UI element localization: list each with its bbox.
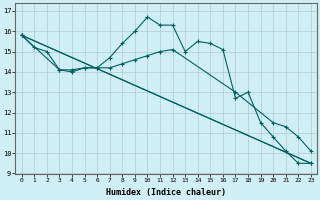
X-axis label: Humidex (Indice chaleur): Humidex (Indice chaleur) — [106, 188, 226, 197]
